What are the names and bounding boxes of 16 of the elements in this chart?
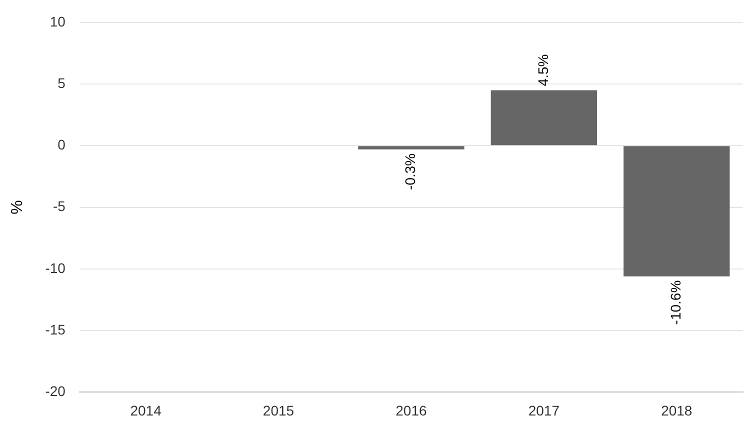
x-tick-label: 2015 [262, 402, 294, 418]
data-label: 4.5% [534, 54, 551, 86]
y-tick-label: -20 [45, 383, 66, 400]
data-label: -0.3% [402, 153, 418, 190]
y-tick-label: -10 [45, 260, 66, 276]
x-tick-label: 2014 [130, 402, 162, 418]
x-tick-label: 2016 [396, 402, 427, 418]
y-tick-label: 10 [50, 13, 66, 30]
y-axis-title: % [9, 200, 26, 214]
x-tick-label: 2018 [661, 402, 692, 418]
x-tick-label: 2017 [528, 402, 560, 418]
y-tick-label: -15 [45, 321, 66, 338]
y-tick-label: -5 [52, 198, 66, 214]
data-label: -10.6% [668, 280, 684, 325]
y-tick-label: 5 [58, 74, 66, 91]
y-tick-label: 0 [58, 136, 66, 153]
